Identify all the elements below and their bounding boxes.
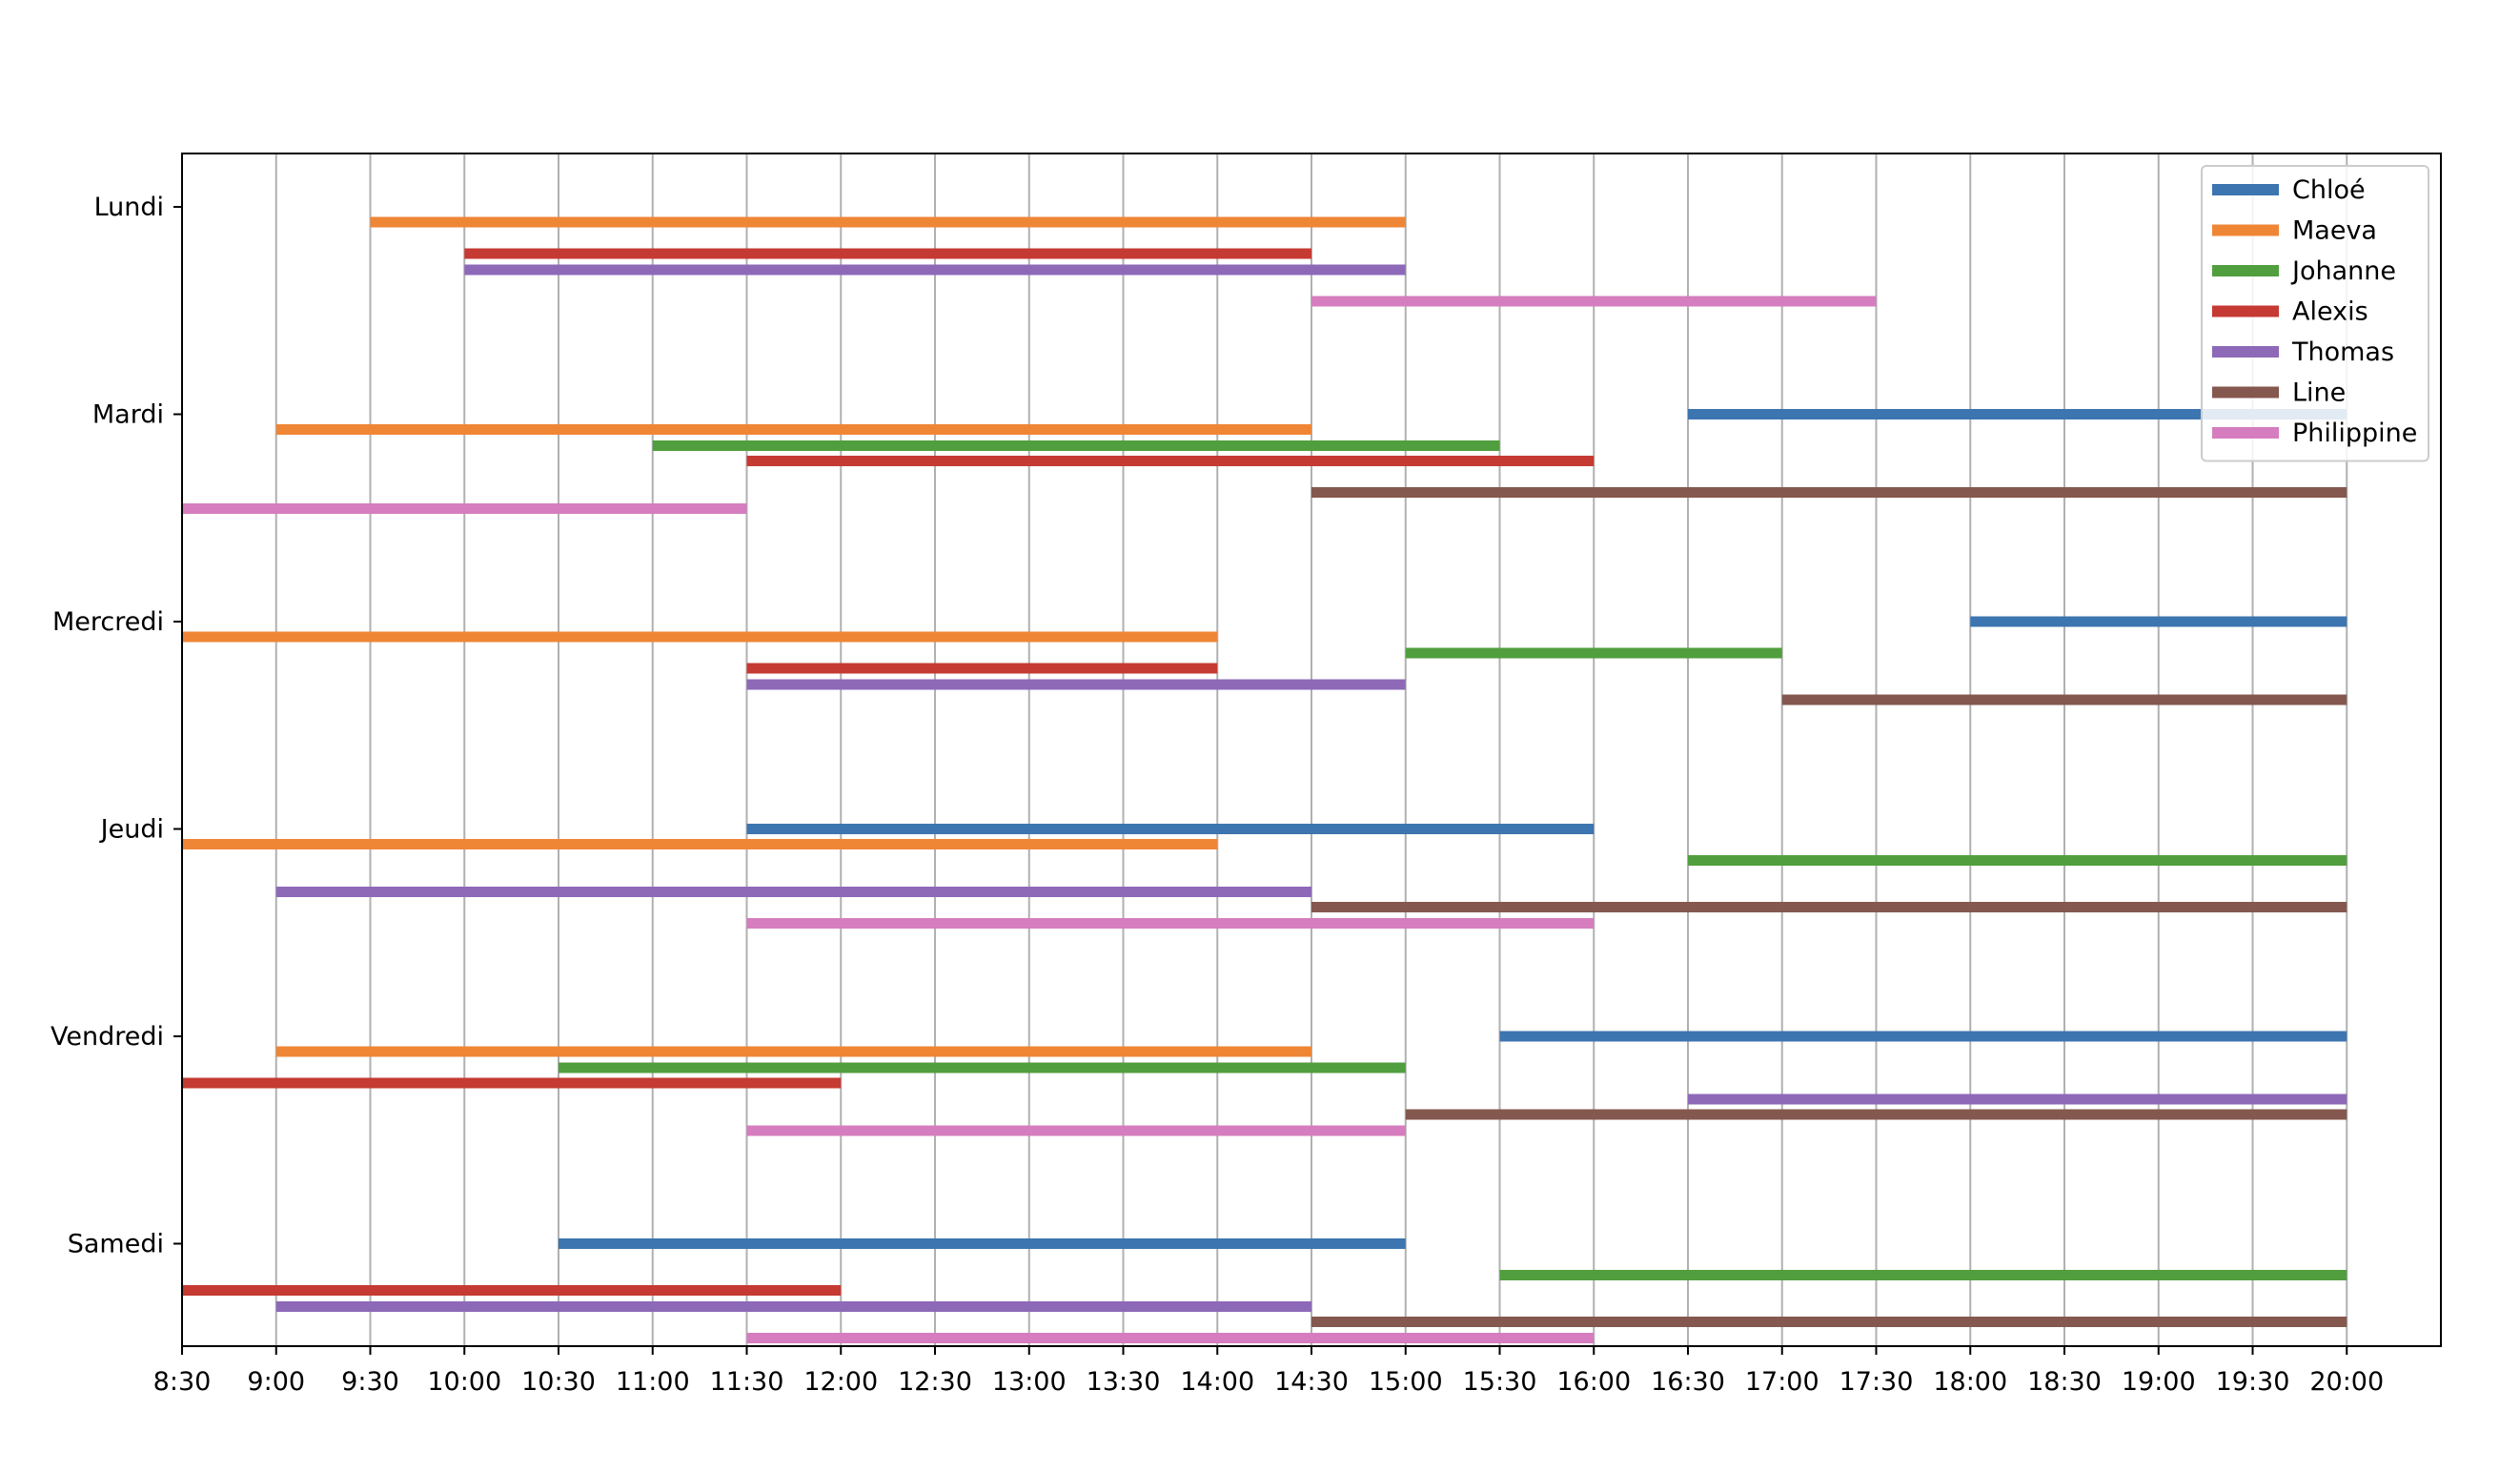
bar-philippine-jeudi [746,918,1595,929]
bar-philippine-vendredi [746,1125,1406,1136]
bar-thomas-samedi [275,1301,1311,1312]
bar-thomas-vendredi [1688,1094,2347,1105]
legend-label-johanne: Johanne [2290,256,2396,286]
x-tick-label: 16:30 [1651,1367,1725,1397]
bar-line-jeudi [1311,902,2347,912]
bar-maeva-jeudi [182,839,1218,849]
legend-label-chloe: Chloé [2292,175,2366,205]
bar-chloe-mardi [1688,409,2347,419]
bar-thomas-mercredi [746,679,1406,690]
y-tick-label-vendredi: Vendredi [51,1022,164,1052]
x-tick-label: 12:00 [803,1367,878,1397]
bar-johanne-jeudi [1688,855,2347,866]
x-tick-label: 10:30 [521,1367,596,1397]
x-tick-label: 9:30 [341,1367,399,1397]
bar-johanne-samedi [1499,1270,2347,1280]
schedule-bars [182,216,2347,1343]
legend-swatch-johanne [2212,265,2279,276]
legend-label-thomas: Thomas [2291,337,2394,367]
bar-chloe-samedi [559,1238,1406,1249]
bar-alexis-vendredi [182,1077,842,1089]
bar-philippine-lundi [1311,296,1877,307]
legend: Chloé Maeva Johanne Alexis Thomas Line Philipp… [2201,165,2429,462]
bar-alexis-mardi [746,456,1595,466]
x-tick-label: 8:30 [153,1367,212,1397]
legend-label-philippine: Philippine [2292,419,2417,448]
x-tick-label: 12:30 [898,1367,972,1397]
bar-line-samedi [1311,1317,2347,1327]
legend-label-maeva: Maeva [2292,216,2377,246]
bar-chloe-mercredi [1970,616,2347,627]
legend-swatch-maeva [2212,224,2279,236]
bar-maeva-lundi [370,216,1406,228]
x-tick-label: 11:30 [710,1367,784,1397]
x-tick-label: 19:00 [2122,1367,2196,1397]
bar-johanne-mercredi [1405,647,1782,659]
x-axis: 8:30 9:00 9:30 10:00 10:30 11:00 11:30 12:00 12:… [153,1346,2384,1397]
bar-maeva-mardi [275,424,1311,435]
bar-johanne-mardi [652,440,1500,451]
grid-lines [181,153,2348,1346]
y-axis: Lundi Mardi Mercredi Jeudi Vendredi Samedi [51,193,182,1259]
y-tick-label-lundi: Lundi [94,193,164,222]
bar-thomas-lundi [464,264,1406,276]
legend-swatch-chloe [2212,184,2279,195]
x-tick-label: 17:30 [1839,1367,1914,1397]
x-tick-label: 18:00 [1933,1367,2007,1397]
x-tick-label: 20:00 [2309,1367,2384,1397]
x-tick-label: 15:00 [1369,1367,1443,1397]
bar-johanne-vendredi [559,1062,1406,1073]
bar-maeva-mercredi [182,631,1218,643]
bar-thomas-jeudi [275,887,1311,897]
bar-chloe-vendredi [1499,1031,2347,1042]
y-tick-label-jeudi: Jeudi [99,815,164,845]
legend-swatch-thomas [2212,346,2279,358]
y-tick-label-mercredi: Mercredi [52,607,164,637]
bar-chloe-jeudi [746,824,1595,834]
legend-swatch-philippine [2212,427,2279,439]
x-tick-label: 9:00 [247,1367,305,1397]
x-tick-label: 13:00 [992,1367,1067,1397]
bar-philippine-mardi [182,503,747,514]
legend-label-line: Line [2292,378,2346,408]
x-tick-label: 13:30 [1087,1367,1161,1397]
legend-swatch-alexis [2212,305,2279,317]
legend-swatch-line [2212,386,2279,399]
x-tick-label: 11:00 [616,1367,690,1397]
y-tick-label-mardi: Mardi [92,400,164,430]
x-tick-label: 19:30 [2216,1367,2290,1397]
bar-maeva-vendredi [275,1046,1311,1057]
bar-alexis-samedi [182,1285,842,1296]
bar-line-mardi [1311,487,2347,498]
x-tick-label: 15:30 [1463,1367,1537,1397]
bar-alexis-mercredi [746,663,1218,674]
x-tick-label: 18:30 [2027,1367,2102,1397]
y-tick-label-samedi: Samedi [68,1230,164,1259]
x-tick-label: 10:00 [427,1367,501,1397]
bar-alexis-lundi [464,248,1311,259]
bar-line-mercredi [1781,694,2347,705]
bar-philippine-samedi [746,1333,1595,1343]
x-tick-label: 14:30 [1274,1367,1349,1397]
x-tick-label: 17:00 [1745,1367,1819,1397]
legend-label-alexis: Alexis [2292,297,2368,327]
bar-line-vendredi [1405,1109,2347,1120]
x-tick-label: 14:00 [1180,1367,1254,1397]
x-tick-label: 16:00 [1556,1367,1631,1397]
